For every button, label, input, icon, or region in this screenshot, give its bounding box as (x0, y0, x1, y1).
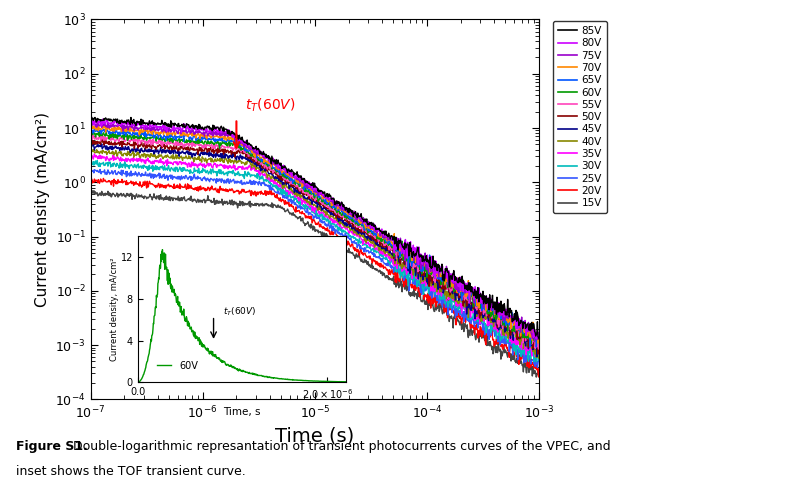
X-axis label: Time (s): Time (s) (275, 426, 354, 445)
Text: inset shows the TOF transient curve.: inset shows the TOF transient curve. (16, 465, 246, 478)
Legend: 85V, 80V, 75V, 70V, 65V, 60V, 55V, 50V, 45V, 40V, 35V, 30V, 25V, 20V, 15V: 85V, 80V, 75V, 70V, 65V, 60V, 55V, 50V, … (553, 21, 607, 213)
Text: $t_T(60V)$: $t_T(60V)$ (246, 97, 296, 114)
Legend: 60V: 60V (153, 357, 202, 375)
Y-axis label: Current density (mA/cm²): Current density (mA/cm²) (35, 112, 50, 307)
Text: $t_T(60V)$: $t_T(60V)$ (223, 306, 257, 318)
Text: Figure S1.: Figure S1. (16, 440, 87, 453)
X-axis label: Time, s: Time, s (224, 407, 260, 416)
Y-axis label: Current density, mA/cm²: Current density, mA/cm² (110, 258, 119, 361)
Text: Double-logarithmic represantation of transient photocurrents curves of the VPEC,: Double-logarithmic represantation of tra… (69, 440, 611, 453)
